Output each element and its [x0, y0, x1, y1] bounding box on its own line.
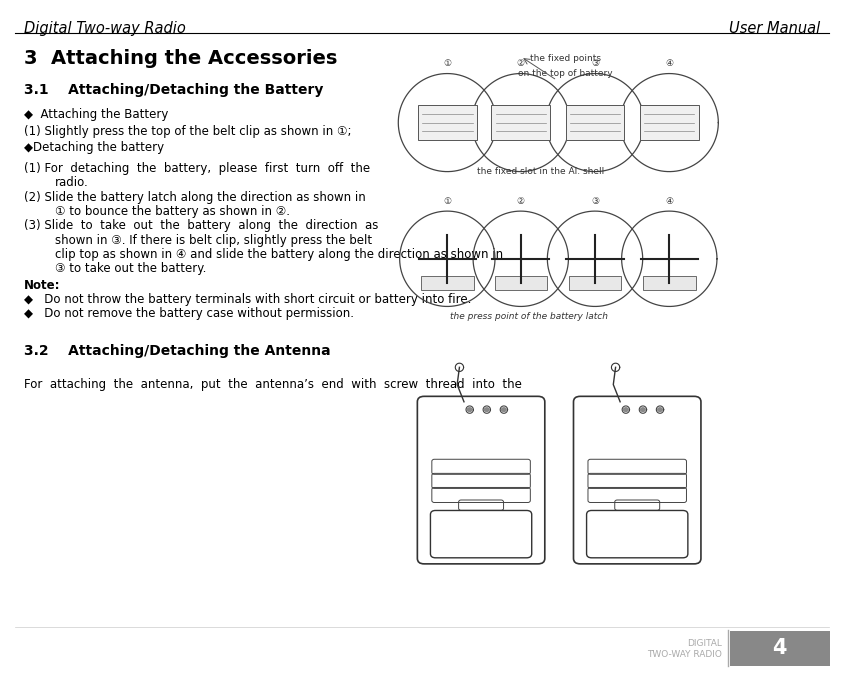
- Text: ②: ②: [517, 197, 525, 206]
- Text: radio.: radio.: [55, 176, 89, 189]
- FancyBboxPatch shape: [418, 106, 477, 140]
- Text: 3  Attaching the Accessories: 3 Attaching the Accessories: [24, 49, 337, 68]
- Text: the fixed slot in the Al. shell: the fixed slot in the Al. shell: [477, 167, 603, 176]
- Text: ◆Detaching the battery: ◆Detaching the battery: [24, 141, 164, 154]
- Circle shape: [657, 408, 663, 411]
- Text: (2) Slide the battery latch along the direction as shown in: (2) Slide the battery latch along the di…: [24, 191, 365, 204]
- FancyBboxPatch shape: [491, 106, 550, 140]
- Text: 3.1    Attaching/Detaching the Battery: 3.1 Attaching/Detaching the Battery: [24, 83, 323, 97]
- Text: ③: ③: [591, 59, 599, 68]
- Text: ①: ①: [443, 197, 452, 206]
- Text: on the top of battery: on the top of battery: [518, 69, 613, 78]
- FancyBboxPatch shape: [421, 276, 473, 290]
- Text: ④: ④: [665, 197, 674, 206]
- Text: ◆  Attaching the Battery: ◆ Attaching the Battery: [24, 108, 168, 121]
- Text: shown in ③. If there is belt clip, slightly press the belt: shown in ③. If there is belt clip, sligh…: [55, 234, 372, 247]
- Text: the fixed points: the fixed points: [530, 54, 601, 63]
- FancyBboxPatch shape: [730, 631, 830, 666]
- Text: 3.2    Attaching/Detaching the Antenna: 3.2 Attaching/Detaching the Antenna: [24, 344, 330, 358]
- Text: ◆   Do not throw the battery terminals with short circuit or battery into fire.: ◆ Do not throw the battery terminals wit…: [24, 293, 471, 306]
- Text: the press point of the battery latch: the press point of the battery latch: [450, 312, 609, 321]
- Circle shape: [468, 408, 472, 411]
- Text: ②: ②: [517, 59, 525, 68]
- Circle shape: [484, 408, 489, 411]
- Text: Note:: Note:: [24, 279, 60, 291]
- Text: clip top as shown in ④ and slide the battery along the direction as shown in: clip top as shown in ④ and slide the bat…: [55, 248, 503, 261]
- Text: ① to bounce the battery as shown in ②.: ① to bounce the battery as shown in ②.: [55, 205, 289, 218]
- Text: ③: ③: [591, 197, 599, 206]
- Text: 4: 4: [772, 638, 787, 659]
- Text: (1) Slightly press the top of the belt clip as shown in ①;: (1) Slightly press the top of the belt c…: [24, 125, 351, 138]
- Text: ◆   Do not remove the battery case without permission.: ◆ Do not remove the battery case without…: [24, 307, 354, 320]
- FancyBboxPatch shape: [640, 106, 699, 140]
- Text: TWO-WAY RADIO: TWO-WAY RADIO: [647, 650, 722, 659]
- Circle shape: [624, 408, 628, 411]
- Text: User Manual: User Manual: [729, 21, 820, 36]
- Text: (1) For  detaching  the  battery,  please  first  turn  off  the: (1) For detaching the battery, please fi…: [24, 162, 370, 175]
- Circle shape: [501, 408, 506, 411]
- Text: (3) Slide  to  take  out  the  battery  along  the  direction  as: (3) Slide to take out the battery along …: [24, 219, 378, 232]
- Text: ①: ①: [443, 59, 452, 68]
- FancyBboxPatch shape: [643, 276, 695, 290]
- Text: For  attaching  the  antenna,  put  the  antenna’s  end  with  screw  thread  in: For attaching the antenna, put the anten…: [24, 378, 522, 391]
- Text: Digital Two-way Radio: Digital Two-way Radio: [24, 21, 186, 36]
- FancyBboxPatch shape: [495, 276, 547, 290]
- Text: ③ to take out the battery.: ③ to take out the battery.: [55, 262, 206, 275]
- Text: ④: ④: [665, 59, 674, 68]
- Circle shape: [641, 408, 645, 411]
- FancyBboxPatch shape: [569, 276, 621, 290]
- Text: DIGITAL: DIGITAL: [687, 639, 722, 648]
- FancyBboxPatch shape: [565, 106, 625, 140]
